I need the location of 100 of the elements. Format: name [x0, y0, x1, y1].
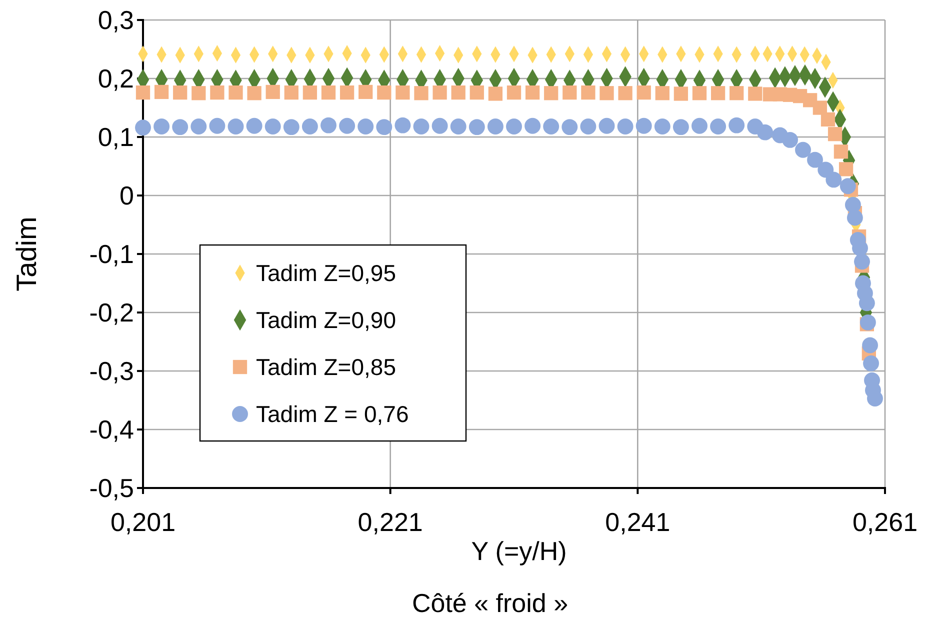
point	[795, 142, 811, 158]
point	[838, 162, 854, 176]
point	[209, 118, 226, 134]
legend-label: Tadim Z = 0,76	[256, 401, 409, 428]
point	[617, 118, 634, 134]
point	[135, 120, 151, 136]
point	[264, 118, 281, 134]
x-tick-label: 0,241	[605, 506, 670, 537]
point	[246, 118, 262, 134]
y-tick-label: 0,1	[98, 122, 134, 152]
point	[820, 112, 836, 127]
point	[192, 86, 206, 100]
point	[867, 390, 883, 406]
y-tick-label: -0,3	[89, 356, 134, 386]
point	[807, 152, 823, 168]
point	[655, 86, 670, 100]
point	[396, 85, 410, 100]
point	[562, 85, 577, 100]
legend-label: Tadim Z=0,95	[256, 260, 396, 286]
point	[340, 85, 354, 100]
point	[543, 118, 560, 134]
point	[302, 118, 318, 134]
point	[154, 118, 170, 134]
point	[136, 85, 150, 100]
point	[782, 132, 798, 148]
point	[812, 100, 828, 115]
point	[302, 85, 318, 100]
y-axis-title: Tadim	[11, 216, 42, 292]
point	[524, 118, 541, 134]
point	[377, 85, 392, 100]
point	[692, 118, 708, 134]
point	[858, 295, 875, 312]
point	[506, 85, 522, 100]
y-tick-label: 0,3	[98, 5, 134, 36]
point	[190, 118, 207, 134]
y-tick-label: 0,2	[98, 64, 134, 94]
point	[844, 196, 861, 213]
point	[862, 337, 878, 354]
point	[834, 144, 848, 159]
point	[544, 86, 558, 100]
point	[154, 84, 169, 100]
y-tick-label: -0,4	[89, 414, 134, 445]
point	[413, 118, 430, 134]
point	[710, 118, 726, 134]
point	[228, 118, 244, 134]
point	[748, 86, 762, 101]
point	[172, 119, 188, 136]
y-tick-label: -0,1	[89, 239, 134, 270]
legend-label: Tadim Z=0,85	[256, 354, 396, 380]
point	[580, 118, 596, 134]
point	[468, 119, 485, 136]
point	[562, 119, 578, 136]
y-tick-label: 0	[120, 180, 134, 211]
point	[600, 86, 614, 100]
point	[488, 86, 503, 101]
point	[487, 118, 504, 134]
point	[339, 118, 356, 134]
point	[414, 86, 428, 100]
point	[358, 84, 373, 100]
point	[692, 86, 707, 100]
point	[581, 85, 596, 100]
point	[728, 117, 745, 134]
point	[376, 119, 392, 136]
point	[358, 118, 374, 134]
point	[826, 172, 842, 188]
point	[672, 119, 689, 136]
point	[710, 86, 726, 100]
x-tick-label: 0,261	[852, 506, 918, 537]
point	[846, 210, 863, 226]
legend-label: Tadim Z=0,90	[256, 307, 396, 334]
point	[636, 85, 651, 100]
y-tick-label: -0,2	[89, 298, 134, 328]
point	[266, 84, 280, 100]
point	[228, 85, 243, 100]
x-tick-label: 0,221	[358, 506, 423, 537]
point	[394, 117, 411, 134]
point	[320, 117, 336, 134]
point	[828, 127, 842, 142]
point	[432, 118, 448, 134]
point	[818, 162, 834, 178]
point	[840, 178, 856, 194]
point	[674, 86, 688, 101]
point	[636, 118, 652, 134]
point	[654, 118, 670, 134]
point	[506, 118, 522, 134]
point	[284, 85, 298, 100]
point	[210, 85, 224, 100]
point	[451, 85, 466, 100]
point	[247, 86, 262, 100]
point	[525, 85, 540, 100]
point	[470, 85, 484, 100]
point	[321, 85, 336, 100]
point	[854, 254, 870, 270]
x-tick-label: 0,201	[110, 506, 176, 537]
text: Côté « froid »	[412, 588, 568, 618]
point	[860, 314, 876, 330]
point	[173, 85, 188, 100]
point	[598, 118, 615, 134]
point	[618, 86, 632, 100]
point	[730, 86, 744, 100]
